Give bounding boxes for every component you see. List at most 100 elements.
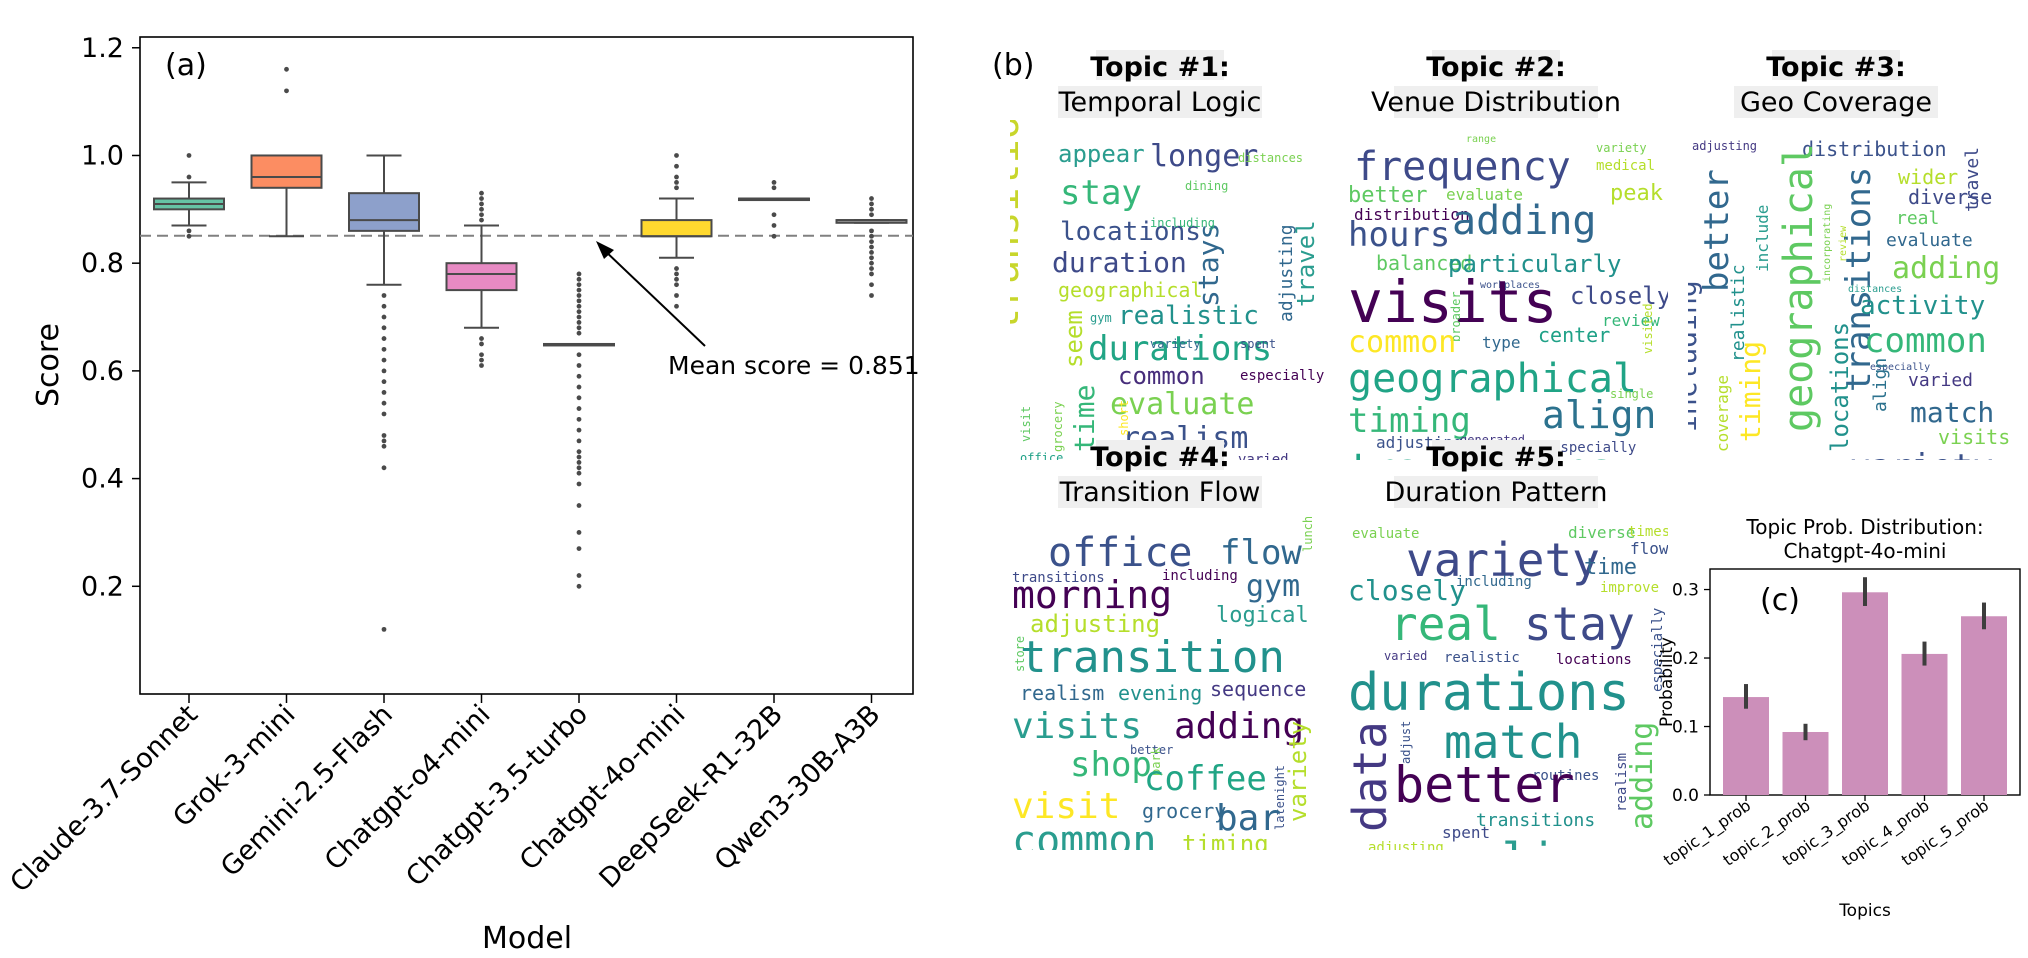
x-axis-label: Model xyxy=(482,921,572,956)
box-8 xyxy=(835,196,908,298)
outlier-point xyxy=(381,368,387,374)
y-tick-label: 0.8 xyxy=(81,248,124,279)
cloud-word: travel xyxy=(1292,220,1320,307)
cloud-word: realistic xyxy=(1118,301,1259,331)
cloud-word: stay xyxy=(1524,597,1635,651)
cloud-word: geographical xyxy=(1058,278,1203,302)
y-tick-label: 0.2 xyxy=(81,571,124,602)
outlier-point xyxy=(576,352,582,358)
outlier-point xyxy=(479,206,484,212)
cloud-word: locations xyxy=(1060,217,1201,247)
topic-title: Topic #5: xyxy=(1426,442,1566,473)
cloud-word: timing xyxy=(1734,341,1767,442)
box-iqr xyxy=(348,192,420,232)
topic-subtitle-bg xyxy=(1058,476,1262,508)
cloud-word: time xyxy=(1068,385,1101,452)
cloud-word: appear xyxy=(1058,140,1145,168)
outlier-point xyxy=(869,228,874,234)
cloud-word: transitions xyxy=(1476,810,1595,831)
topic-title-bg xyxy=(1096,50,1224,80)
boxes xyxy=(153,66,908,632)
outlier-point xyxy=(186,228,192,234)
y-tick-label: 1.0 xyxy=(81,140,124,171)
cloud-word: varied xyxy=(1908,370,1973,391)
outlier-point xyxy=(869,250,874,255)
panel-c-barchart: Topic Prob. Distribution: Chatgpt-4o-min… xyxy=(1657,515,2021,921)
cloud-word: review xyxy=(1838,225,1849,262)
cloud-word: variety xyxy=(1406,533,1600,587)
cloud-word: stay xyxy=(1060,173,1142,213)
topic-subtitle-bg xyxy=(1734,86,1938,118)
cloud-word: common xyxy=(1348,848,1464,886)
outlier-point xyxy=(869,201,874,207)
outlier-point xyxy=(381,314,387,320)
cloud-word: variety xyxy=(1596,141,1647,155)
outlier-point xyxy=(674,282,679,288)
cloud-word: distribution xyxy=(1354,205,1470,224)
cloud-word: common xyxy=(1864,321,1987,361)
cloud-word: travel xyxy=(1962,147,1983,212)
topic-subtitle-bg xyxy=(1394,476,1598,508)
cloud-word: diverse xyxy=(1568,523,1635,542)
outlier-point xyxy=(381,379,387,385)
cloud-word: evaluate xyxy=(1110,387,1255,422)
cloud-word: timing xyxy=(1182,830,1269,858)
cloud-word: coverage xyxy=(1713,375,1732,452)
outlier-point xyxy=(576,282,582,288)
topic-subtitle-bg xyxy=(1394,86,1598,118)
cloud-word: grocery xyxy=(1142,799,1226,823)
cloud-word: variety xyxy=(1850,447,1993,487)
cloud-word: particularly xyxy=(1448,250,1621,278)
cloud-word: visits xyxy=(1348,268,1558,336)
outlier-point xyxy=(576,298,582,304)
outlier-point xyxy=(771,223,777,228)
cloud-word: variety xyxy=(1150,337,1201,351)
cloud-word: especially xyxy=(1552,440,1636,456)
cloud-word: shop xyxy=(1070,745,1152,785)
outlier-point xyxy=(576,363,582,368)
cloud-word: better xyxy=(1697,169,1737,292)
cloud-word: varied xyxy=(1238,452,1289,468)
topic-title: Topic #3: xyxy=(1766,52,1906,83)
cloud-word: including xyxy=(1162,568,1238,584)
cloud-word: morning xyxy=(1012,573,1172,617)
c-x-axis-label: Topics xyxy=(1838,901,1891,921)
cloud-word: adding xyxy=(1174,706,1304,747)
outlier-point xyxy=(771,185,777,191)
x-tick-label: Gemini-2.5-Flash xyxy=(215,699,399,883)
cloud-word: workplaces xyxy=(1480,280,1540,291)
bar-topic_5_prob xyxy=(1961,616,2007,795)
x-tick-label: Chatgpt-3.5-turbo xyxy=(400,699,594,893)
outlier-point xyxy=(674,163,679,169)
cloud-word: data xyxy=(1812,473,1841,487)
outlier-point xyxy=(576,465,582,471)
cloud-word: common xyxy=(1118,362,1205,390)
cloud-word: observed xyxy=(1470,882,1537,898)
box-iqr xyxy=(445,262,518,292)
outlier-point xyxy=(479,363,484,368)
cloud-word: especially xyxy=(1650,608,1666,692)
cloud-word: realism xyxy=(1614,753,1630,812)
c-y-tick-label: 0.3 xyxy=(1672,581,1699,601)
outlier-point xyxy=(576,427,582,433)
topic-subtitle: Venue Distribution xyxy=(1371,87,1621,118)
cloud-word: locations xyxy=(1826,322,1854,452)
outlier-point xyxy=(576,454,582,460)
outlier-point xyxy=(869,196,874,201)
box-1 xyxy=(153,153,225,239)
outlier-point xyxy=(479,341,484,347)
c-y-axis: 0.0 0.1 0.2 0.3 xyxy=(1672,581,1710,806)
outlier-point xyxy=(381,433,387,438)
outlier-point xyxy=(674,271,679,277)
cloud-word: data xyxy=(1343,721,1397,832)
outlier-point xyxy=(869,244,874,250)
outlier-point xyxy=(576,470,582,476)
cloud-word: grocery xyxy=(1051,401,1065,452)
cloud-word: realism xyxy=(1020,681,1104,705)
cloud-word: evaluate xyxy=(1886,230,1973,251)
outlier-point xyxy=(869,239,874,245)
outlier-point xyxy=(381,465,387,471)
